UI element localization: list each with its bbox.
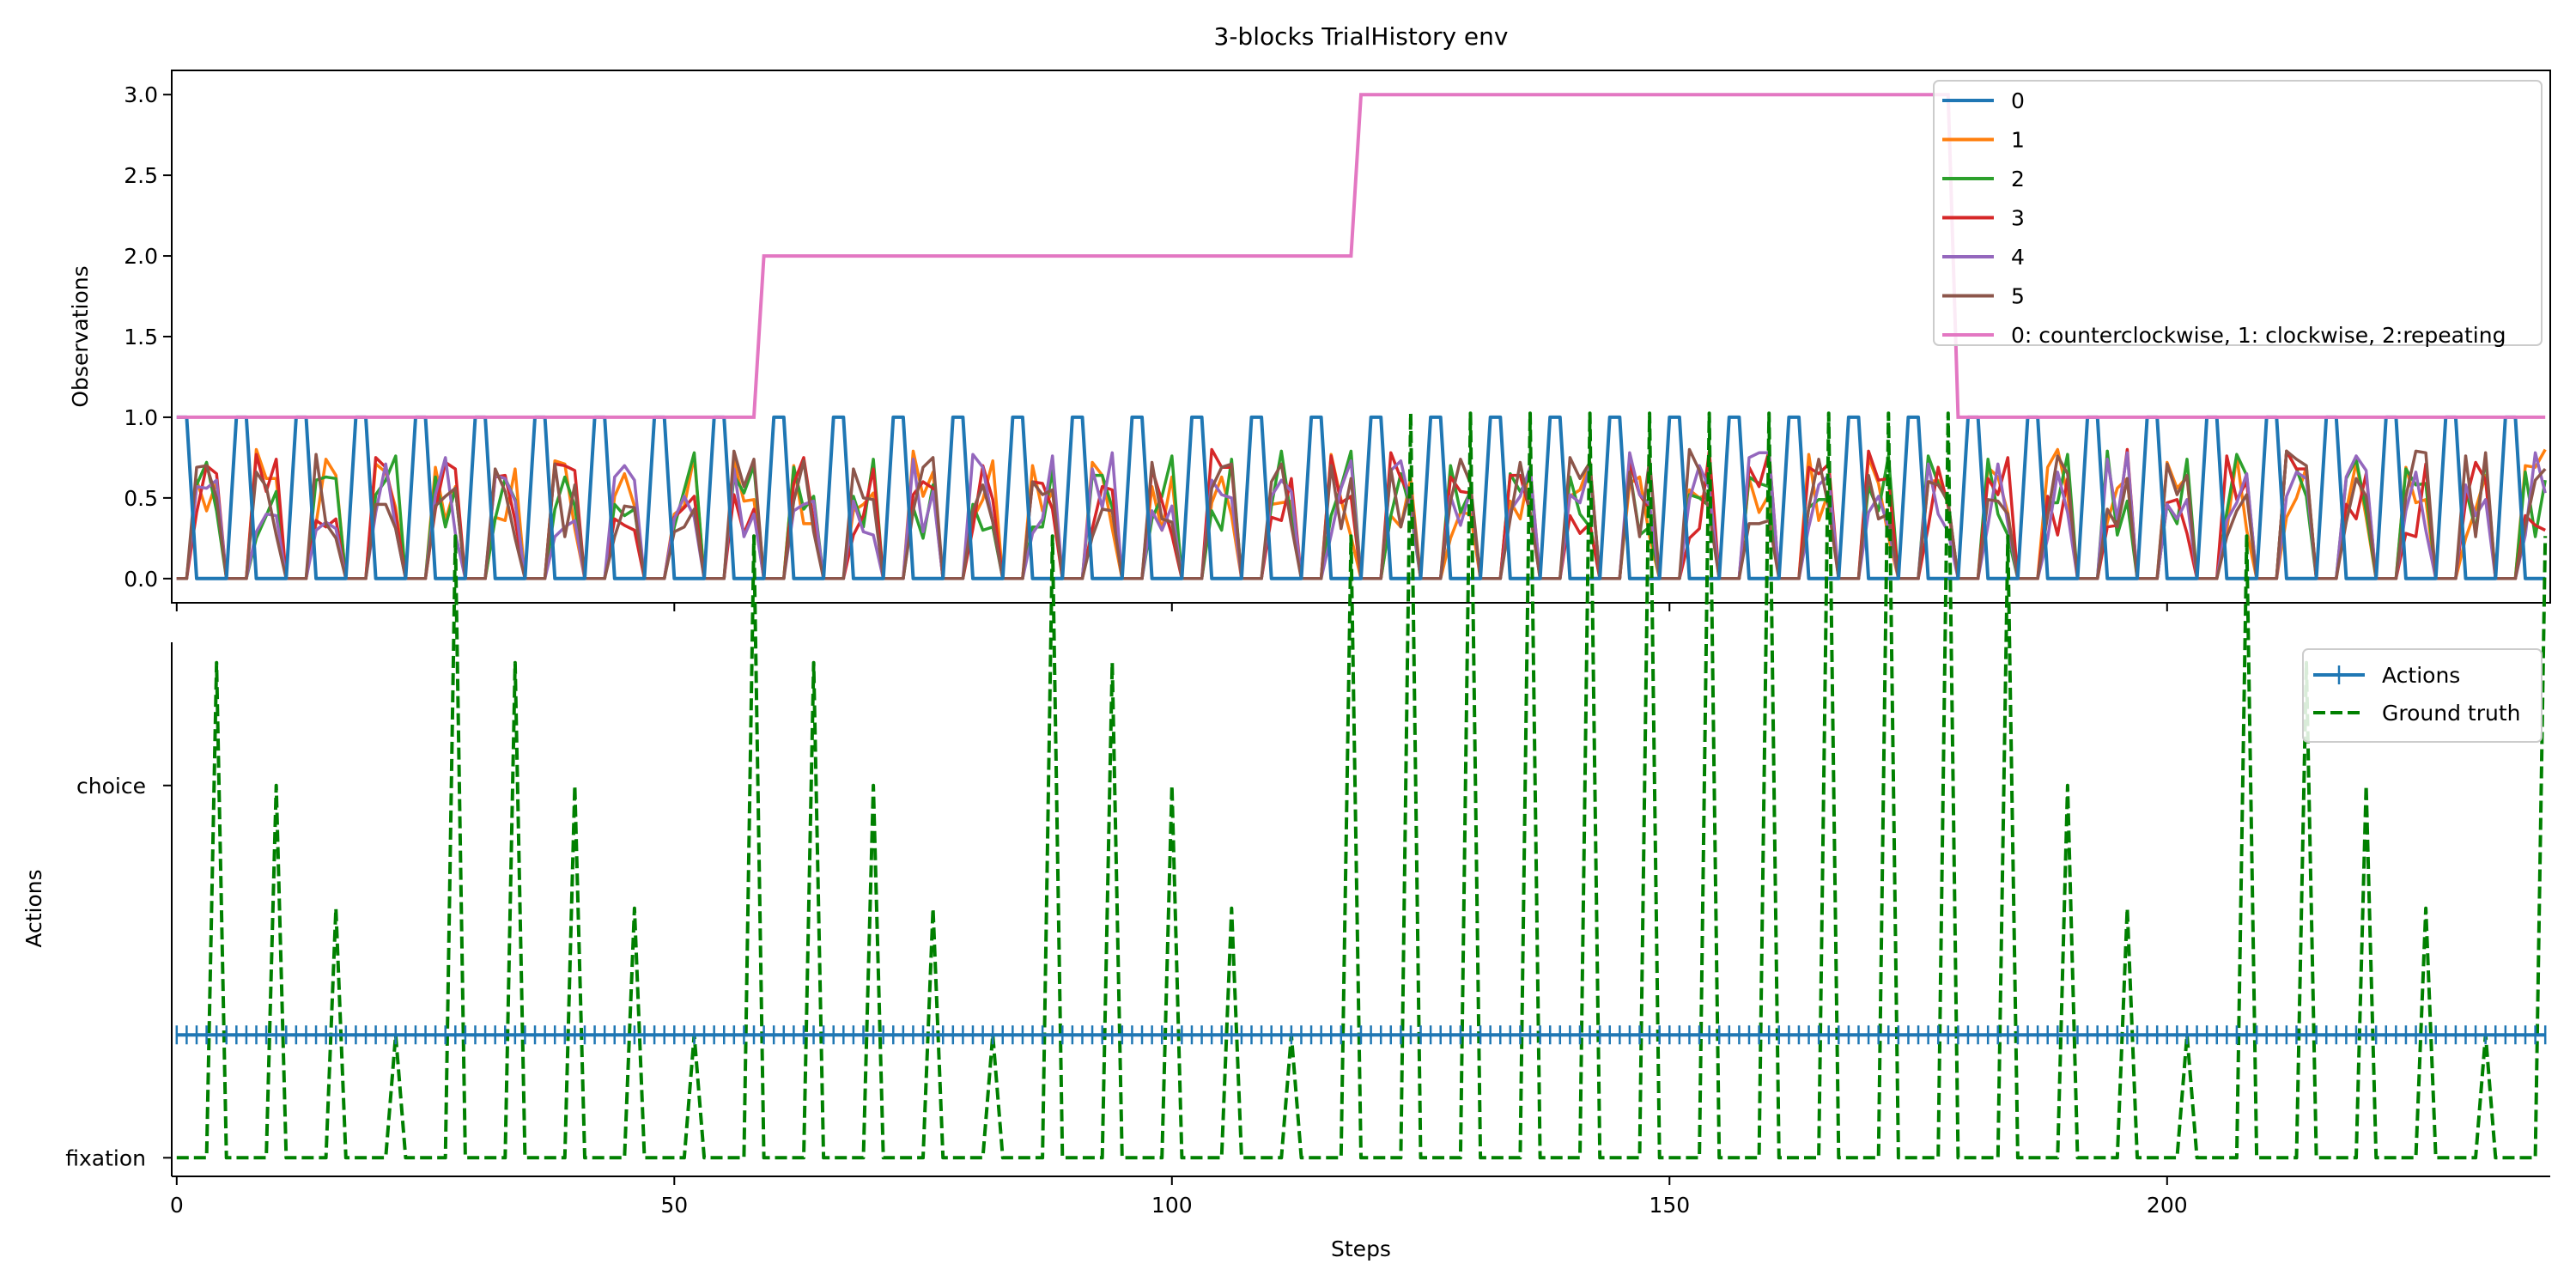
block-context-line (176, 93, 2546, 419)
observations-panel: 0.0 0.5 1.0 1.5 2.0 2.5 3.0 Observations 0 1 2 3 4… (68, 70, 2551, 611)
observations-y-tick-label: 0.0 (124, 567, 158, 592)
actions-y-tick-label: fixation (65, 1145, 146, 1170)
actions-y-ticks: fixation choice (65, 774, 172, 1170)
actions-series-lines (175, 411, 2548, 1160)
actions-x-tick-label: 0 (170, 1193, 184, 1218)
observations-series-lines (176, 93, 2547, 580)
actions-legend: Actions Ground truth (2302, 648, 2543, 743)
observations-y-tick-label: 1.5 (124, 325, 158, 349)
legend-label-3: 3 (2011, 206, 2025, 231)
actions-x-tick-label: 150 (1649, 1193, 1690, 1218)
observations-y-tick-label: 2.0 (124, 244, 158, 269)
actions-y-tick-label: choice (76, 774, 146, 799)
observations-y-ticks: 0.0 0.5 1.0 1.5 2.0 2.5 3.0 (124, 82, 172, 592)
legend-label-5: 5 (2011, 284, 2025, 309)
actions-panel: fixation choice 0 50 100 150 200 Actions Step… (21, 411, 2550, 1261)
legend-label-6: 0: counterclockwise, 1: clockwise, 2:rep… (2011, 323, 2506, 348)
actions-legend-box (2302, 648, 2543, 743)
observations-y-tick-label: 2.5 (124, 163, 158, 188)
actions-x-tick-label: 200 (2147, 1193, 2188, 1218)
legend-label-4: 4 (2011, 245, 2025, 270)
actions-x-axis-label: Steps (1331, 1236, 1391, 1261)
legend-label-0: 0 (2011, 88, 2025, 113)
observations-x-ticks (175, 603, 2168, 611)
observations-y-axis-label: Observations (68, 265, 93, 407)
legend-label-2: 2 (2011, 167, 2025, 191)
legend-actions-label: Actions (2382, 663, 2460, 688)
observations-legend: 0 1 2 3 4 5 0: counterclockwise, 1: clockwise,… (1933, 80, 2543, 348)
actions-y-axis-label: Actions (21, 869, 46, 947)
observations-y-tick-label: 1.0 (124, 405, 158, 430)
legend-label-1: 1 (2011, 128, 2025, 153)
observations-legend-box (1933, 80, 2543, 346)
observations-y-tick-label: 0.5 (124, 486, 158, 511)
actions-x-ticks: 0 50 100 150 200 (170, 1176, 2188, 1218)
figure-title: 3-blocks TrialHistory env (1214, 22, 1509, 51)
observations-y-tick-label: 3.0 (124, 82, 158, 107)
actions-x-tick-label: 100 (1151, 1193, 1193, 1218)
actions-x-tick-label: 50 (660, 1193, 688, 1218)
ground-truth-line (176, 411, 2548, 1160)
legend-ground-truth-label: Ground truth (2382, 701, 2520, 726)
